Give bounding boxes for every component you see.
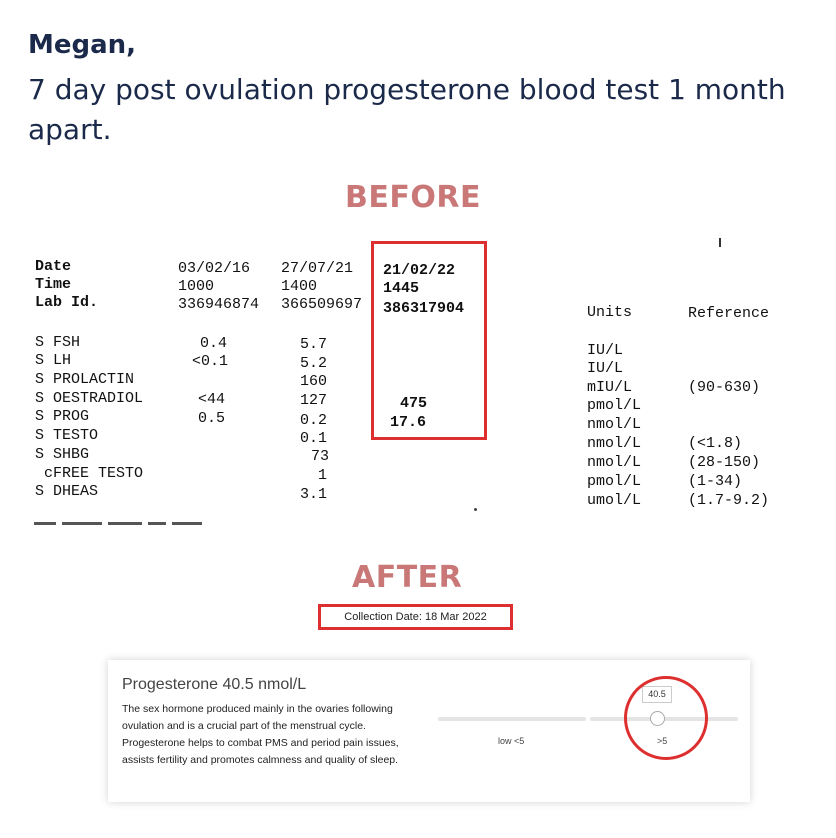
col2-lab-id: 366509697	[281, 296, 363, 313]
test-name: S TESTO	[35, 427, 99, 444]
range-label-low: low <5	[498, 736, 525, 746]
page-subtitle: 7 day post ovulation progesterone blood …	[28, 73, 786, 146]
row-label-date: Date	[35, 258, 72, 275]
test-value-col3: 17.6	[390, 414, 427, 431]
cut-off-text-line	[34, 522, 234, 530]
test-value-col2: 1	[318, 467, 328, 484]
test-unit: pmol/L	[587, 473, 642, 490]
test-value-col2: 0.2	[300, 412, 328, 429]
test-unit: IU/L	[587, 342, 624, 359]
highlight-circle-marker	[624, 676, 708, 760]
test-unit: umol/L	[587, 492, 642, 509]
test-value-col1: 0.4	[200, 335, 228, 352]
test-name: S OESTRADIOL	[35, 390, 144, 407]
test-value-col3: 475	[400, 395, 428, 412]
test-value-col2: 73	[311, 448, 330, 465]
col3-time: 1445	[383, 280, 420, 297]
lab-report-scan: Date Time Lab Id. 03/02/16 1000 33694687…	[0, 240, 836, 540]
test-name: cFREE TESTO	[35, 465, 144, 482]
test-value-col2: 160	[300, 373, 328, 390]
patient-name: Megan,	[28, 30, 137, 60]
scan-mark	[719, 238, 721, 247]
test-unit: pmol/L	[587, 397, 642, 414]
test-name: S DHEAS	[35, 483, 99, 500]
collection-date: Collection Date: 18 Mar 2022	[318, 604, 513, 630]
col1-date: 03/02/16	[178, 260, 251, 277]
col2-time: 1400	[281, 278, 318, 295]
test-unit: nmol/L	[587, 454, 642, 471]
test-value-col1: 0.5	[198, 410, 226, 427]
scan-speck	[474, 508, 477, 511]
col1-lab-id: 336946874	[178, 296, 260, 313]
before-heading: BEFORE	[345, 180, 481, 215]
test-reference: (90-630)	[688, 379, 761, 396]
test-value-col2: 0.1	[300, 430, 328, 447]
test-value-col1: <44	[198, 391, 226, 408]
test-reference: (<1.8)	[688, 435, 743, 452]
range-segment-low	[438, 717, 586, 721]
test-unit: nmol/L	[587, 435, 642, 452]
row-label-time: Time	[35, 276, 72, 293]
test-name: S PROG	[35, 408, 90, 425]
test-reference: (1.7-9.2)	[688, 492, 770, 509]
test-unit: mIU/L	[587, 379, 633, 396]
test-value-col2: 3.1	[300, 486, 328, 503]
test-name: S PROLACTIN	[35, 371, 135, 388]
test-value-col1: <0.1	[192, 353, 229, 370]
col3-lab-id: 386317904	[383, 300, 465, 317]
test-unit: IU/L	[587, 360, 624, 377]
col1-time: 1000	[178, 278, 215, 295]
test-reference: (28-150)	[688, 454, 761, 471]
result-title: Progesterone 40.5 nmol/L	[122, 676, 307, 693]
reference-header: Reference	[688, 305, 770, 322]
test-name: S SHBG	[35, 446, 90, 463]
test-value-col2: 5.7	[300, 336, 328, 353]
result-description: The sex hormone produced mainly in the o…	[122, 703, 399, 766]
highlight-box-latest-column	[371, 241, 487, 440]
col2-date: 27/07/21	[281, 260, 354, 277]
col3-date: 21/02/22	[383, 262, 456, 279]
test-name: S LH	[35, 352, 72, 369]
after-heading: AFTER	[352, 560, 463, 595]
test-value-col2: 5.2	[300, 355, 328, 372]
test-reference: (1-34)	[688, 473, 743, 490]
test-name: S FSH	[35, 334, 81, 351]
test-value-col2: 127	[300, 392, 328, 409]
row-label-lab-id: Lab Id.	[35, 294, 99, 311]
units-header: Units	[587, 304, 633, 321]
test-unit: nmol/L	[587, 416, 642, 433]
